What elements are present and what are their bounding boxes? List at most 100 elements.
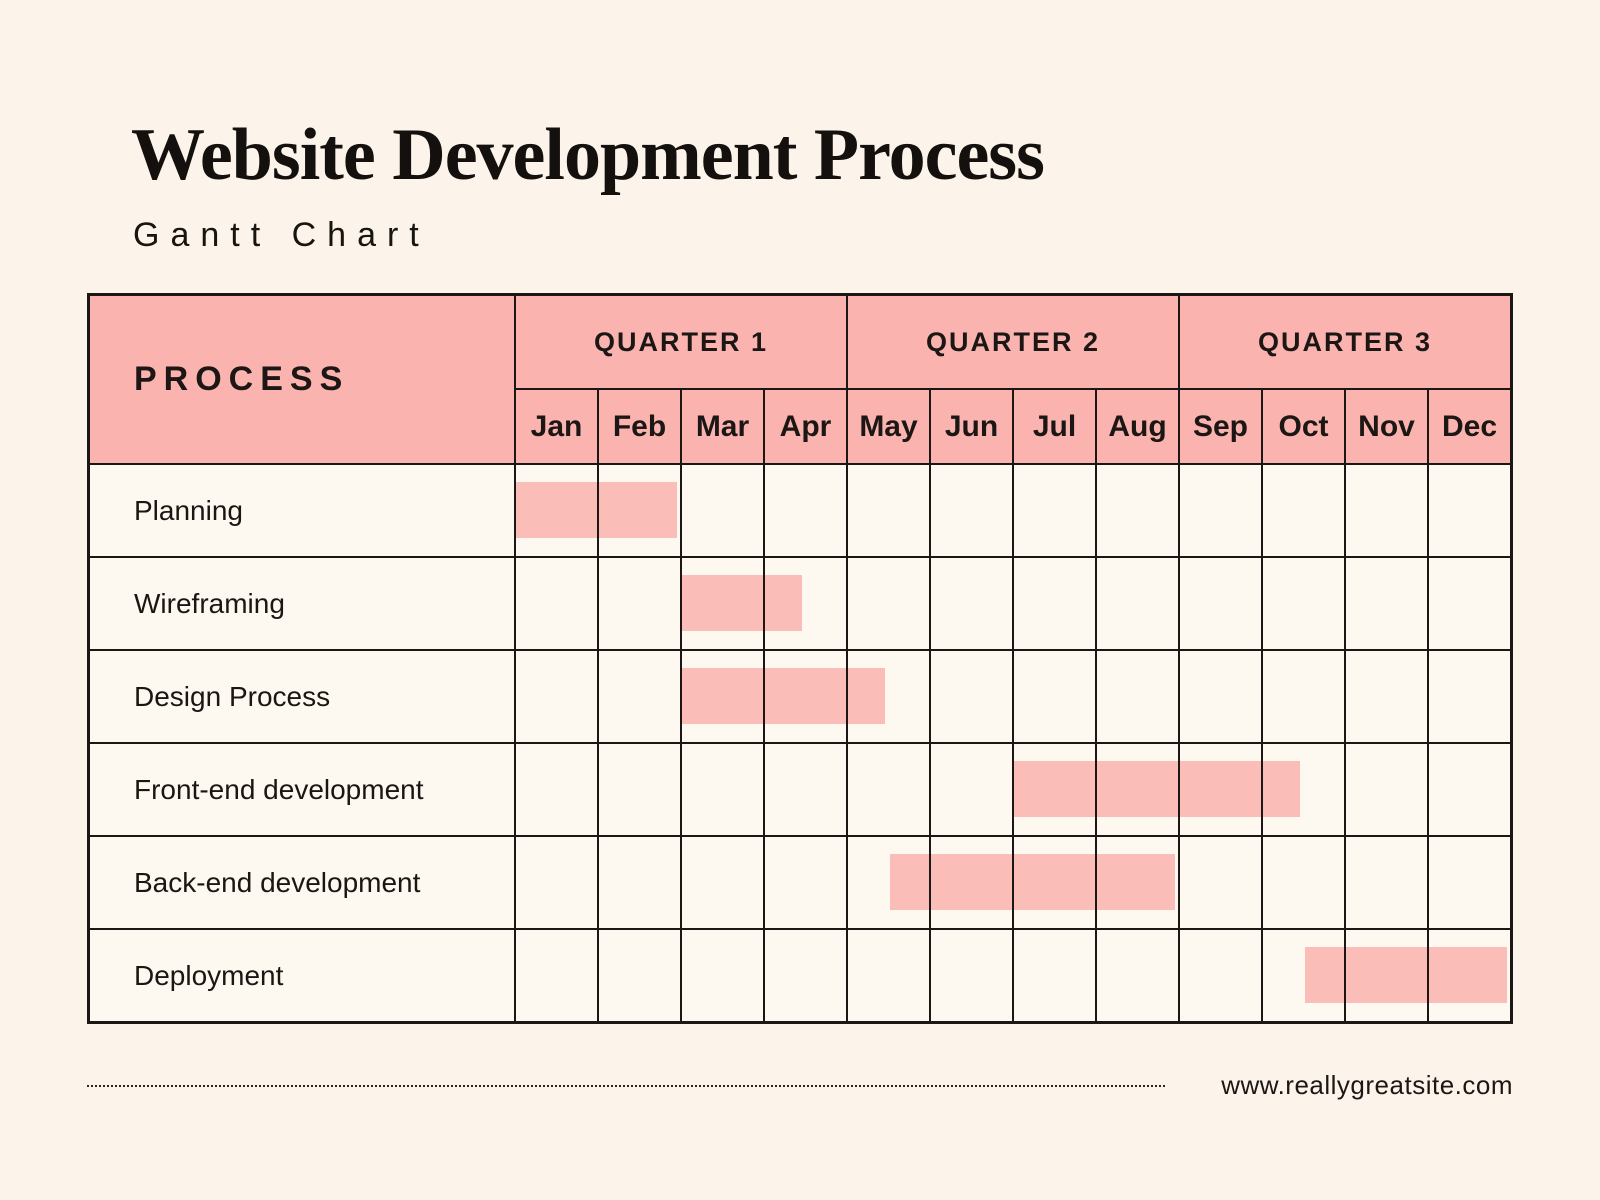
quarter-header-cell: QUARTER 2 — [846, 296, 1178, 390]
grid-cell — [1012, 465, 1095, 556]
grid-cell — [929, 837, 1012, 928]
grid-cell — [514, 465, 597, 556]
grid-cell — [929, 744, 1012, 835]
grid-cell — [1178, 465, 1261, 556]
month-header-cell: Sep — [1178, 390, 1261, 463]
month-header-cell: Nov — [1344, 390, 1427, 463]
grid-cell — [1344, 558, 1427, 649]
grid-cell — [1427, 558, 1510, 649]
grid-cell — [763, 837, 846, 928]
grid-cell — [680, 744, 763, 835]
grid-cell — [929, 651, 1012, 742]
task-label: Wireframing — [134, 587, 285, 619]
gantt-bar — [682, 668, 885, 724]
grid-cell — [763, 651, 846, 742]
poster-page: Website Development Process Gantt Chart … — [0, 118, 1600, 1200]
quarter-header-cell: QUARTER 3 — [1178, 296, 1510, 390]
grid-cell — [929, 558, 1012, 649]
task-row: Back-end development — [90, 835, 1510, 928]
grid-cell — [1095, 651, 1178, 742]
task-row: Front-end development — [90, 742, 1510, 835]
grid-cell — [1178, 744, 1261, 835]
grid-cell — [597, 465, 680, 556]
grid-cell — [1095, 930, 1178, 1021]
grid-cell — [846, 930, 929, 1021]
grid-cell — [1261, 930, 1344, 1021]
grid-cell — [763, 930, 846, 1021]
footer-divider-line — [87, 1084, 1166, 1087]
grid-cell — [1012, 837, 1095, 928]
month-header-cell: Aug — [1095, 390, 1178, 463]
gantt-bar — [1304, 947, 1507, 1003]
grid-cell — [1178, 930, 1261, 1021]
gantt-body: Planning Wireframing Design Process Front-e… — [90, 463, 1510, 1021]
grid-cell — [1344, 744, 1427, 835]
grid-cell — [1344, 930, 1427, 1021]
grid-cell — [597, 651, 680, 742]
grid-cell — [1012, 744, 1095, 835]
grid-cell — [1012, 558, 1095, 649]
grid-cell — [680, 651, 763, 742]
grid-cell — [1427, 465, 1510, 556]
grid-cell — [1344, 837, 1427, 928]
grid-cell — [514, 558, 597, 649]
process-column-header: PROCESS — [134, 360, 350, 398]
month-header-cell: Dec — [1427, 390, 1510, 463]
task-row: Design Process — [90, 649, 1510, 742]
grid-cell — [1427, 651, 1510, 742]
grid-cell — [1427, 930, 1510, 1021]
grid-cell — [680, 558, 763, 649]
grid-cell — [680, 930, 763, 1021]
grid-cell — [846, 558, 929, 649]
grid-cell — [763, 558, 846, 649]
footer: www.reallygreatsite.com — [87, 1070, 1513, 1101]
grid-cell — [1261, 465, 1344, 556]
grid-cell — [1095, 465, 1178, 556]
grid-cell — [680, 837, 763, 928]
page-title: Website Development Process — [131, 114, 1045, 196]
quarter-header-cell: QUARTER 1 — [514, 296, 846, 390]
gantt-header: PROCESS QUARTER 1 QUARTER 2 QUARTER 3 Jan Fe… — [90, 296, 1510, 463]
month-header-cell: Jun — [929, 390, 1012, 463]
grid-cell — [846, 744, 929, 835]
gantt-bar — [516, 482, 677, 538]
grid-cell — [763, 465, 846, 556]
gantt-chart: PROCESS QUARTER 1 QUARTER 2 QUARTER 3 Jan Fe… — [87, 293, 1513, 1024]
month-header-cell: Feb — [597, 390, 680, 463]
month-header-cell: Mar — [680, 390, 763, 463]
gantt-bar — [889, 854, 1175, 910]
grid-cell — [846, 837, 929, 928]
task-row: Wireframing — [90, 556, 1510, 649]
task-label: Design Process — [134, 680, 331, 712]
month-header-cell: Jan — [514, 390, 597, 463]
grid-cell — [846, 465, 929, 556]
grid-cell — [1344, 651, 1427, 742]
grid-cell — [597, 558, 680, 649]
page-subtitle: Gantt Chart — [133, 216, 430, 254]
grid-cell — [1178, 558, 1261, 649]
grid-cell — [1012, 651, 1095, 742]
grid-cell — [1427, 837, 1510, 928]
month-header-cell: Oct — [1261, 390, 1344, 463]
grid-cell — [1095, 744, 1178, 835]
grid-cell — [1261, 558, 1344, 649]
grid-cell — [1261, 837, 1344, 928]
grid-cell — [597, 837, 680, 928]
month-header-cell: Apr — [763, 390, 846, 463]
task-label: Deployment — [134, 959, 284, 991]
grid-cell — [1344, 465, 1427, 556]
grid-cell — [597, 744, 680, 835]
grid-cell — [1261, 744, 1344, 835]
grid-cell — [514, 837, 597, 928]
grid-cell — [514, 744, 597, 835]
gantt-bar — [682, 575, 802, 631]
grid-cell — [929, 465, 1012, 556]
grid-cell — [597, 930, 680, 1021]
grid-cell — [1095, 837, 1178, 928]
task-label: Back-end development — [134, 866, 421, 898]
gantt-bar — [1014, 761, 1300, 817]
grid-cell — [1178, 837, 1261, 928]
month-header-cell: Jul — [1012, 390, 1095, 463]
month-header-cell: May — [846, 390, 929, 463]
grid-cell — [763, 744, 846, 835]
